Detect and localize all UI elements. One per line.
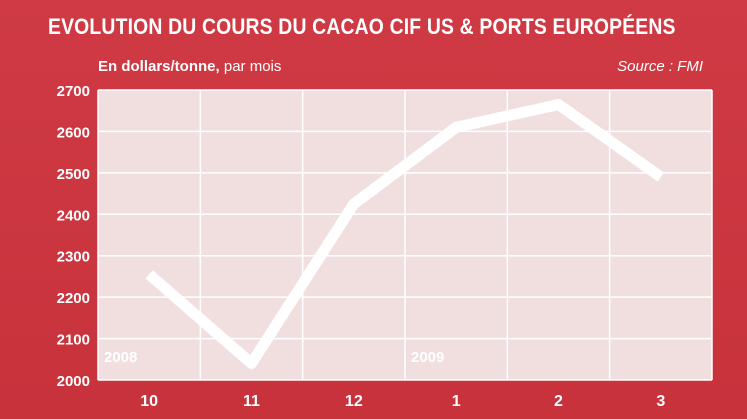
x-tick-label: 3: [656, 393, 665, 410]
data-point: [353, 203, 355, 205]
chart-subtitle: En dollars/tonne, par mois: [98, 58, 281, 75]
year-label: 2009: [411, 349, 444, 366]
x-tick-label: 12: [345, 393, 363, 410]
subtitle-period: par mois: [219, 58, 282, 75]
y-tick-label: 2500: [57, 166, 90, 183]
x-tick-label: 10: [140, 393, 158, 410]
data-point: [455, 126, 457, 128]
series-line: [145, 99, 665, 369]
y-tick-label: 2100: [57, 332, 90, 349]
y-tick-label: 2600: [57, 124, 90, 141]
y-tick-label: 2700: [57, 83, 90, 100]
data-point: [251, 362, 252, 364]
data-point: [660, 176, 662, 178]
chart-title: EVOLUTION DU COURS DU CACAO CIF US & POR…: [48, 14, 676, 39]
y-tick-label: 2400: [57, 207, 90, 224]
subtitle-unit: En dollars/tonne,: [98, 58, 220, 75]
y-tick-label: 2200: [57, 290, 90, 307]
data-point: [148, 273, 150, 275]
y-tick-label: 2000: [57, 373, 90, 390]
x-tick-label: 1: [452, 393, 461, 410]
y-tick-label: 2300: [57, 249, 90, 266]
x-tick-label: 11: [243, 393, 260, 410]
x-tick-label: 2: [554, 393, 563, 410]
chart-source: Source : FMI: [617, 58, 703, 75]
data-point: [558, 104, 559, 105]
year-label: 2008: [104, 349, 137, 366]
